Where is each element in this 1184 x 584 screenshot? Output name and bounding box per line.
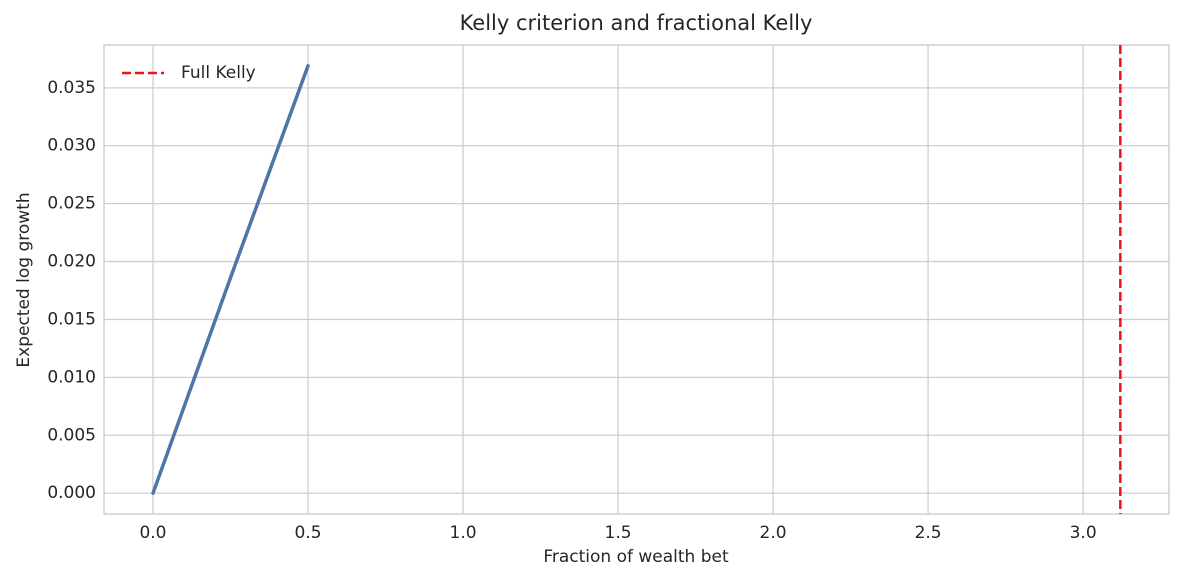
y-tick-label: 0.030 [47,136,96,156]
legend-label: Full Kelly [181,63,256,83]
y-tick-label: 0.035 [47,78,96,98]
x-tick-label: 2.5 [915,523,942,543]
x-tick-label: 2.0 [760,523,787,543]
y-tick-label: 0.025 [47,194,96,214]
x-tick-label: 1.0 [450,523,477,543]
plot-frame [103,44,1170,515]
y-tick-label: 0.015 [47,309,96,329]
x-axis-label: Fraction of wealth bet [543,547,729,567]
y-axis-label: Expected log growth [14,192,34,367]
y-tick-label: 0.020 [47,252,96,272]
x-tick-label: 0.0 [139,523,166,543]
y-tick-label: 0.005 [47,425,96,445]
x-tick-label: 3.0 [1070,523,1097,543]
y-tick-label: 0.010 [47,367,96,387]
x-tick-label: 0.5 [294,523,321,543]
y-tick-label: 0.000 [47,483,96,503]
data-line [151,64,310,495]
chart-title: Kelly criterion and fractional Kelly [460,11,813,35]
x-tick-label: 1.5 [605,523,632,543]
